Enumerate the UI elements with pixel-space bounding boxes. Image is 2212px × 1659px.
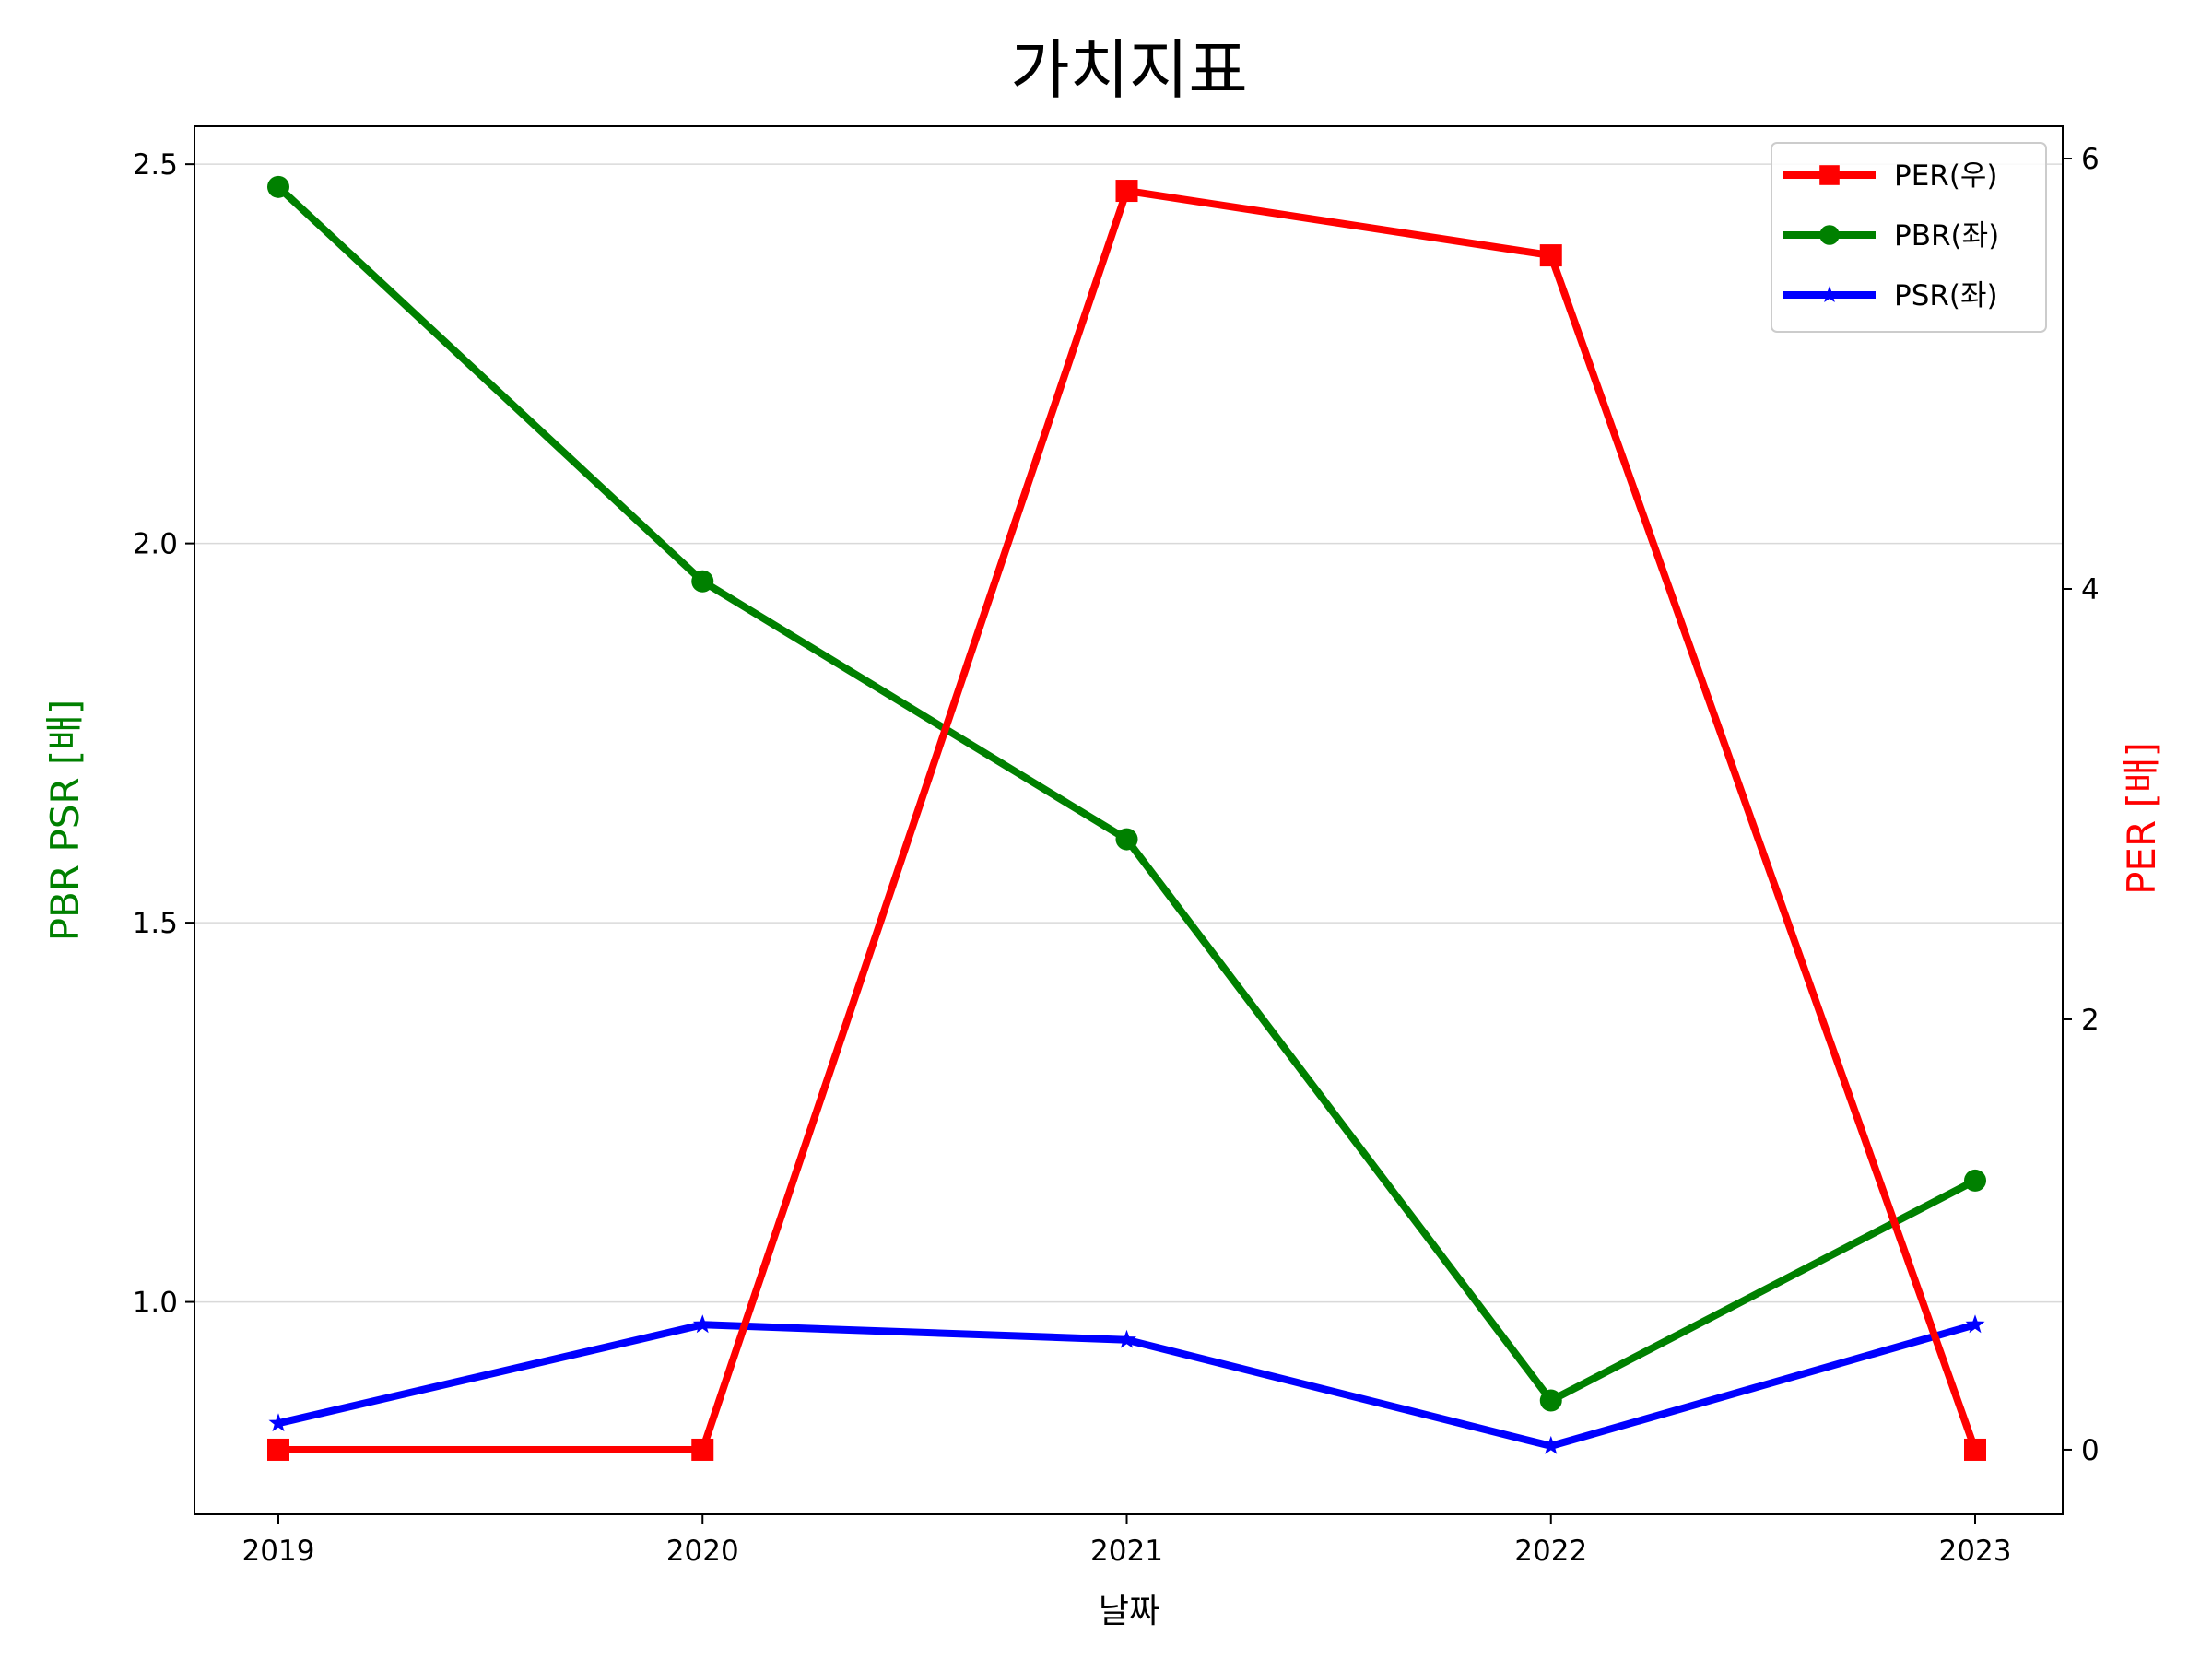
data-point [1965,1314,1985,1334]
x-tick-label: 2020 [666,1535,739,1568]
y-left-tick-label: 2.0 [133,528,178,561]
plot-frame [194,125,2064,1515]
data-point [1117,1329,1136,1348]
y-axis-right-title: PER [배] [2119,742,2164,895]
axis-layer: 1.0 1.5 2.0 2.5 0 2 4 6 2019 2020 2021 2022 2023 [133,143,2100,1568]
series-PBR(좌) [267,175,1986,1412]
x-tick-label: 2023 [1939,1535,2012,1568]
y-right-tick-label: 0 [2081,1434,2100,1467]
legend-item: PSR(좌) [1783,279,1998,312]
data-point [691,1438,714,1461]
legend-item: PBR(좌) [1783,219,1999,253]
y-right-tick-label: 2 [2081,1004,2100,1037]
data-point [1115,828,1138,851]
series-layer [267,175,1986,1461]
legend: PER(우) PBR(좌) PSR(좌) [1771,142,2047,333]
data-point [1964,1169,1986,1192]
y-right-tick-label: 4 [2081,573,2100,606]
data-point [692,1314,712,1334]
legend-label: PSR(좌) [1894,279,1998,312]
data-point [1820,286,1839,302]
legend-label: PBR(좌) [1894,219,1999,253]
series-line [278,187,1979,1453]
legend-box [1771,142,2047,333]
data-point [1115,180,1138,203]
y-left-tick-label: 2.5 [133,148,178,182]
series-PSR(좌) [268,1314,1985,1454]
data-point [267,175,289,198]
legend-label: PER(우) [1894,159,1998,193]
legend-items: PER(우) PBR(좌) PSR(좌) [1783,159,1999,312]
y-left-tick-label: 1.0 [133,1287,178,1320]
legend-item: PER(우) [1783,159,1998,193]
x-axis-title: 날짜 [1099,1593,1159,1630]
y-left-tick-label: 1.5 [133,907,178,940]
data-point [691,570,714,593]
data-point [1819,165,1840,185]
data-point [268,1413,288,1432]
x-tick-label: 2021 [1090,1535,1163,1568]
series-line [276,183,1977,1405]
data-point [1539,244,1562,267]
grid-lines [194,163,2063,1303]
data-point [1539,1389,1562,1412]
y-axis-left-title: PBR PSR [배] [42,700,88,942]
series-PER(우) [267,180,1986,1461]
data-point [267,1438,289,1461]
chart-title: 가치지표 [1010,32,1248,108]
data-point [1964,1438,1986,1461]
y-right-tick-label: 6 [2081,143,2100,176]
data-point [1541,1435,1561,1454]
x-tick-label: 2019 [242,1535,315,1568]
x-tick-label: 2022 [1514,1535,1587,1568]
data-point [1819,225,1840,245]
